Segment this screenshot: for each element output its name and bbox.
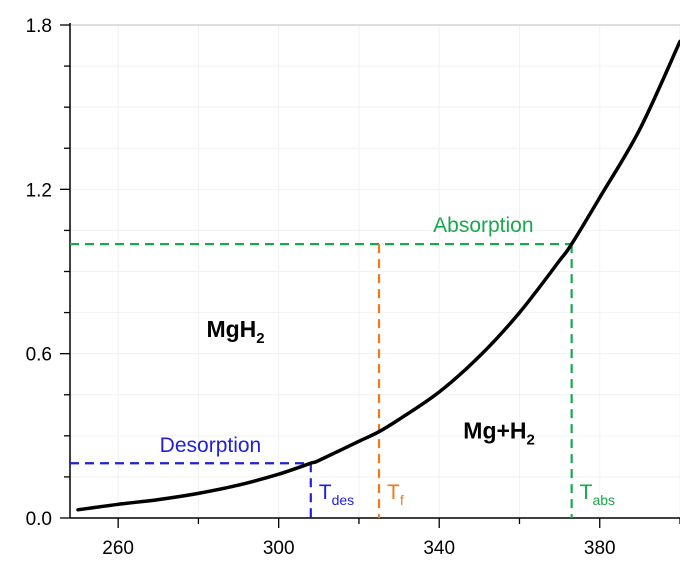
t-f-label: Tf [387,481,404,508]
axes: 0.0 0.6 1.2 1.8 260 300 340 380 [26,16,680,559]
x-tick-label: 300 [263,538,295,559]
region-label-mgh2: MgH2 [206,316,264,347]
x-tick-label: 340 [423,538,455,559]
t-abs-label: Tabs [580,481,615,508]
annotations: Desorption Absorption Tdes Tf Tabs MgH2 Mg+H2 [160,214,615,508]
absorption-label: Absorption [433,214,533,237]
data-series [76,39,680,512]
region-label-mg-h2: Mg+H2 [463,418,535,449]
desorption-label: Desorption [160,434,262,457]
y-tick-label: 1.8 [26,16,52,37]
y-tick-label: 0.6 [26,345,52,366]
reference-lines [70,243,573,518]
y-tick-label: 1.2 [26,180,52,201]
y-tick-label: 0.0 [26,509,52,530]
equilibrium-curve [76,39,680,512]
x-tick-label: 380 [584,538,616,559]
x-tick-label: 260 [102,538,134,559]
t-des-label: Tdes [319,481,354,508]
